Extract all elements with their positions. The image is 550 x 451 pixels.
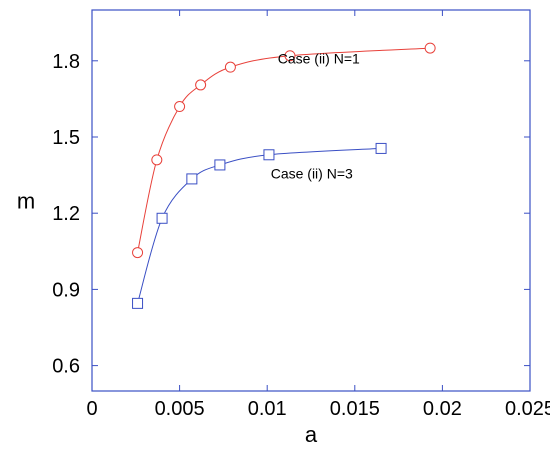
data-point-circle [151,154,163,166]
x-tick-label: 0.005 [155,398,205,420]
x-axis-title: a [305,422,318,447]
series-label-n1: Case (ii) N=1 [278,50,360,66]
tick-labels: 0 0.005 0.01 0.015 0.02 0.025 0.6 0.9 1.2 1.5 1.8 [52,51,550,420]
series-layer [132,42,436,309]
data-point-circle [424,42,436,54]
data-point-square [214,159,226,171]
y-tick-label: 1.8 [52,51,80,73]
y-tick-label: 1.2 [52,203,80,225]
y-tick-label: 1.5 [52,127,80,149]
data-point-square [156,212,168,224]
y-tick-label: 0.9 [52,279,80,301]
x-tick-label: 0.01 [248,398,287,420]
data-point-circle [132,247,144,259]
data-point-square [186,173,198,185]
x-tick-label: 0 [86,398,97,420]
y-axis-title: m [17,189,35,214]
data-point-square [263,149,275,161]
x-tick-label: 0.02 [423,398,462,420]
data-point-square [375,142,387,154]
data-point-circle [284,50,296,62]
x-tick-label: 0.015 [330,398,380,420]
data-point-circle [174,101,186,113]
data-point-circle [224,61,236,73]
data-point-square [132,297,144,309]
y-tick-label: 0.6 [52,356,80,378]
data-point-circle [195,79,207,91]
series-label-n3: Case (ii) N=3 [271,165,353,181]
plot-frame [91,9,531,392]
axis-ticks [91,10,531,391]
series-line-2 [137,147,382,304]
x-tick-label: 0.025 [505,398,550,420]
